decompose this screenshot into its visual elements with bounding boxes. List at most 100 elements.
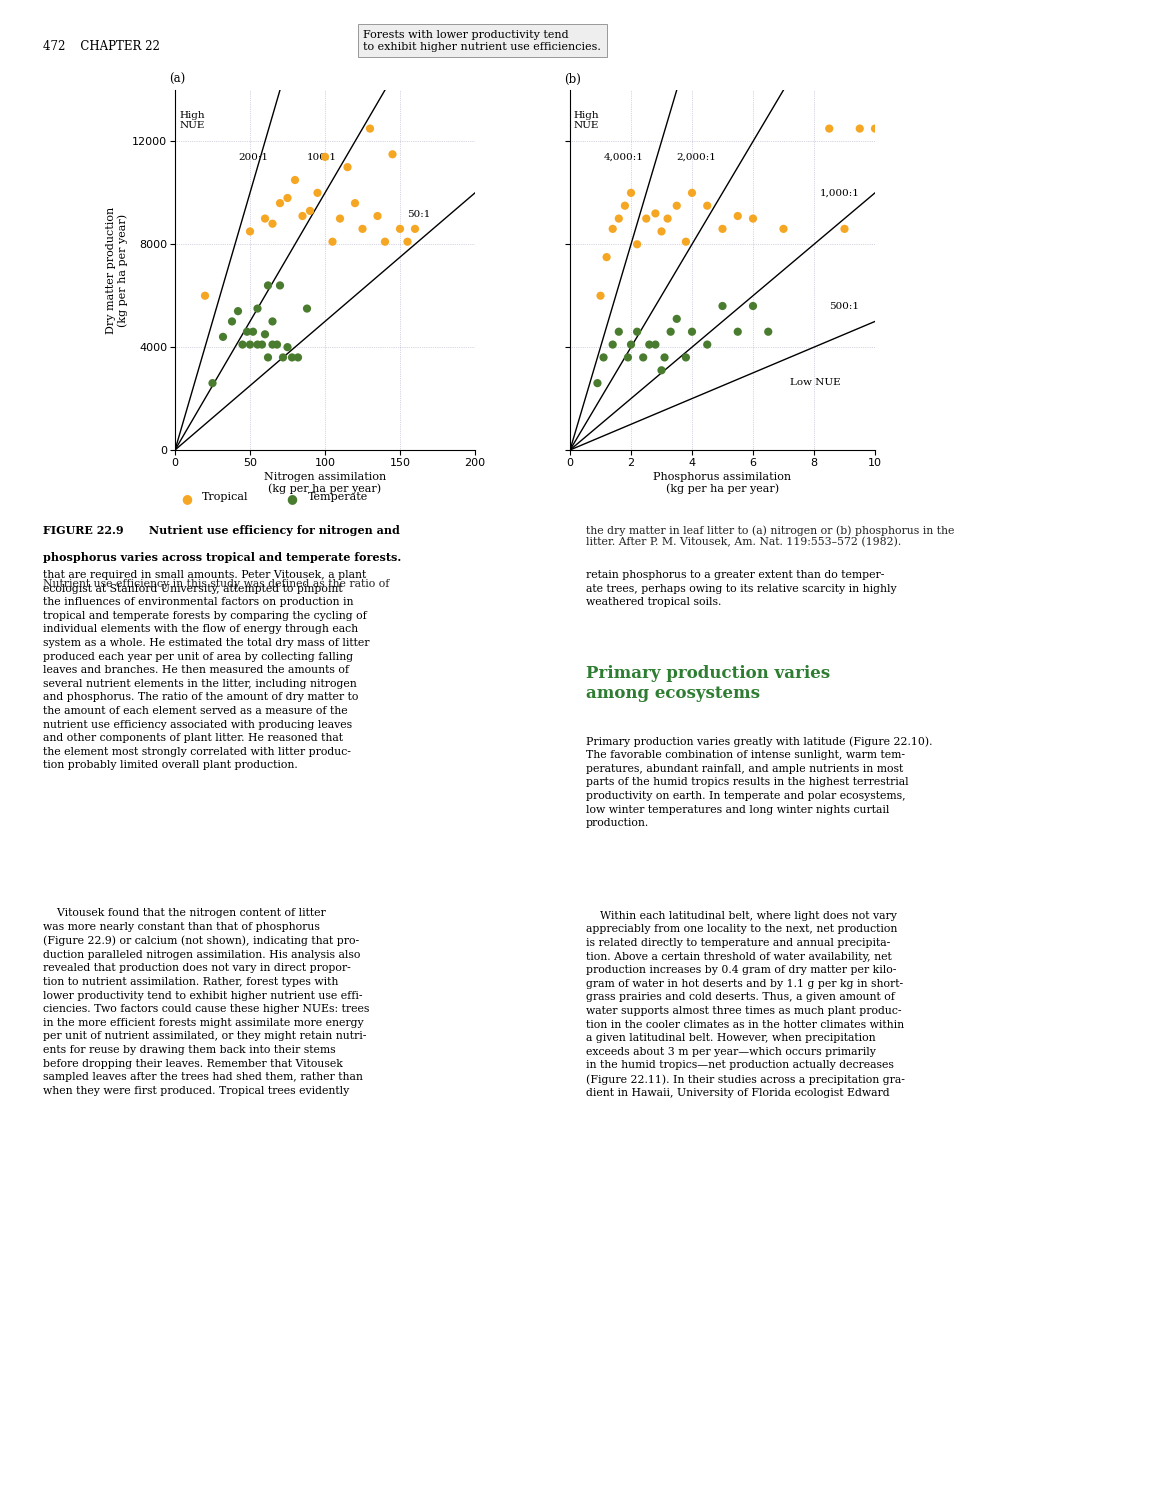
Text: that are required in small amounts. Peter Vitousek, a plant
ecologist at Stanfor: that are required in small amounts. Pete… [43, 570, 370, 771]
Point [278, 186, 297, 210]
Point [621, 182, 640, 206]
Point [264, 211, 282, 236]
Point [267, 333, 286, 357]
Point [713, 217, 731, 242]
Point [244, 320, 263, 344]
Point [682, 182, 701, 206]
Text: retain phosphorus to a greater extent than do temper-
ate trees, perhaps owing t: retain phosphorus to a greater extent th… [586, 570, 897, 608]
Point [264, 333, 282, 357]
Point [298, 297, 316, 321]
Text: 50:1: 50:1 [408, 210, 431, 219]
Text: Nutrient use efficiency in this study was defined as the ratio of: Nutrient use efficiency in this study wa… [43, 579, 390, 590]
Point [615, 194, 634, 217]
Point [646, 201, 665, 225]
Text: FIGURE 22.9: FIGURE 22.9 [43, 525, 128, 536]
Point [591, 284, 609, 308]
Text: Tropical: Tropical [202, 492, 248, 502]
Point [223, 309, 241, 333]
Text: 1,000:1: 1,000:1 [820, 189, 860, 198]
Point [661, 320, 680, 344]
Point [233, 333, 252, 357]
Text: (b): (b) [564, 72, 581, 86]
Point [213, 326, 232, 350]
Point [676, 345, 695, 369]
Point [743, 294, 762, 318]
Point [652, 358, 670, 382]
Point [743, 207, 762, 231]
X-axis label: Nitrogen assimilation
(kg per ha per year): Nitrogen assimilation (kg per ha per yea… [264, 472, 386, 494]
Point [652, 219, 670, 243]
Point [240, 333, 259, 357]
Text: Primary production varies greatly with latitude (Figure 22.10).
The favorable co: Primary production varies greatly with l… [586, 736, 933, 828]
Point [682, 320, 701, 344]
Point [621, 333, 640, 357]
Point [628, 232, 647, 256]
Point [315, 146, 334, 170]
Point [820, 117, 839, 141]
Text: 500:1: 500:1 [830, 302, 859, 310]
Point [655, 345, 674, 369]
Text: phosphorus varies across tropical and temperate forests.: phosphorus varies across tropical and te… [43, 552, 402, 562]
Point [278, 334, 297, 358]
Point [259, 273, 278, 297]
Point [229, 298, 247, 322]
Point [196, 284, 214, 308]
Point [390, 217, 409, 242]
Text: ●: ● [286, 492, 298, 506]
Point [728, 204, 747, 228]
Point [273, 345, 292, 369]
Point [346, 190, 364, 214]
Point [361, 117, 380, 141]
Text: the dry matter in leaf litter to (a) nitrogen or (b) phosphorus in the
litter. A: the dry matter in leaf litter to (a) nit… [586, 525, 954, 548]
Text: Low NUE: Low NUE [790, 378, 840, 387]
Point [628, 320, 647, 344]
Point [308, 182, 327, 206]
Text: (a): (a) [169, 72, 185, 86]
Point [836, 217, 854, 242]
Text: ●: ● [180, 492, 192, 506]
Point [728, 320, 747, 344]
Point [282, 345, 301, 369]
Text: 4,000:1: 4,000:1 [604, 153, 643, 162]
Point [851, 117, 870, 141]
Point [634, 345, 653, 369]
Point [398, 230, 417, 254]
Point [293, 204, 312, 228]
Point [594, 345, 613, 369]
Point [301, 200, 320, 223]
Point [697, 333, 716, 357]
Point [667, 194, 686, 217]
Point [255, 322, 274, 346]
Point [255, 207, 274, 231]
Point [259, 345, 278, 369]
Point [866, 117, 885, 141]
Point [609, 207, 628, 231]
Point [203, 370, 222, 394]
Point [339, 154, 357, 178]
Text: Vitousek found that the nitrogen content of litter
was more nearly constant than: Vitousek found that the nitrogen content… [43, 909, 369, 1096]
Point [271, 190, 289, 214]
X-axis label: Phosphorus assimilation
(kg per ha per year): Phosphorus assimilation (kg per ha per y… [654, 472, 791, 494]
Point [619, 345, 638, 369]
Point [286, 168, 305, 192]
Text: Nutrient use efficiency for nitrogen and: Nutrient use efficiency for nitrogen and [149, 525, 400, 536]
Point [368, 204, 387, 228]
Point [697, 194, 716, 217]
Text: Forests with lower productivity tend
to exhibit higher nutrient use efficiencies: Forests with lower productivity tend to … [363, 30, 601, 51]
Y-axis label: Dry matter production
(kg per ha per year): Dry matter production (kg per ha per yea… [105, 207, 128, 333]
Point [253, 333, 272, 357]
Point [636, 207, 655, 231]
Text: High
NUE: High NUE [179, 111, 205, 130]
Point [375, 230, 394, 254]
Point [659, 207, 677, 231]
Point [676, 230, 695, 254]
Point [238, 320, 257, 344]
Point [775, 217, 793, 242]
Point [248, 333, 267, 357]
Point [323, 230, 342, 254]
Point [604, 333, 622, 357]
Point [604, 217, 622, 242]
Point [383, 142, 402, 166]
Point [667, 308, 686, 332]
Point [353, 217, 372, 242]
